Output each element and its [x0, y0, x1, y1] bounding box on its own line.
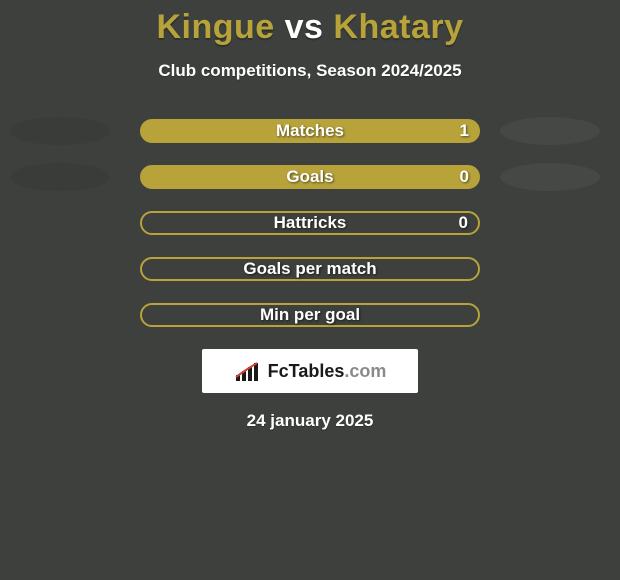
- player1-name: Kingue: [156, 8, 274, 46]
- left-ellipse: [10, 117, 110, 145]
- stat-bar: Matches 1: [140, 119, 480, 143]
- stat-bar: Goals per match: [140, 257, 480, 281]
- stat-label: Min per goal: [260, 305, 360, 325]
- stat-value: 0: [460, 167, 469, 187]
- stat-rows: Matches 1 Goals 0 Hattricks 0 Goals per match M…: [0, 119, 620, 327]
- player2-name: Khatary: [333, 8, 463, 46]
- stat-label: Goals: [286, 167, 333, 187]
- stat-row: Hattricks 0: [0, 211, 620, 235]
- stat-row: Goals per match: [0, 257, 620, 281]
- subtitle: Club competitions, Season 2024/2025: [158, 61, 461, 81]
- left-ellipse: [10, 163, 110, 191]
- snapshot-date: 24 january 2025: [247, 411, 374, 431]
- logo-dotcom: .com: [344, 361, 386, 381]
- fctables-logo: FcTables.com: [202, 349, 418, 393]
- stat-value: 0: [459, 213, 468, 233]
- fctables-logo-icon: [234, 359, 262, 383]
- right-ellipse: [500, 163, 600, 191]
- logo-tables: Tables: [289, 361, 345, 381]
- stat-row: Min per goal: [0, 303, 620, 327]
- right-ellipse: [500, 117, 600, 145]
- stat-label: Goals per match: [243, 259, 376, 279]
- fctables-logo-text: FcTables.com: [268, 361, 387, 382]
- title-vs: vs: [285, 8, 324, 46]
- page-title: Kingue vs Khatary: [156, 8, 463, 47]
- stat-row: Goals 0: [0, 165, 620, 189]
- stat-bar: Goals 0: [140, 165, 480, 189]
- stat-bar: Min per goal: [140, 303, 480, 327]
- stat-bar: Hattricks 0: [140, 211, 480, 235]
- stat-row: Matches 1: [0, 119, 620, 143]
- stat-value: 1: [460, 121, 469, 141]
- comparison-card: Kingue vs Khatary Club competitions, Sea…: [0, 0, 620, 580]
- logo-fc: Fc: [268, 361, 289, 381]
- stat-label: Hattricks: [274, 213, 347, 233]
- stat-label: Matches: [276, 121, 344, 141]
